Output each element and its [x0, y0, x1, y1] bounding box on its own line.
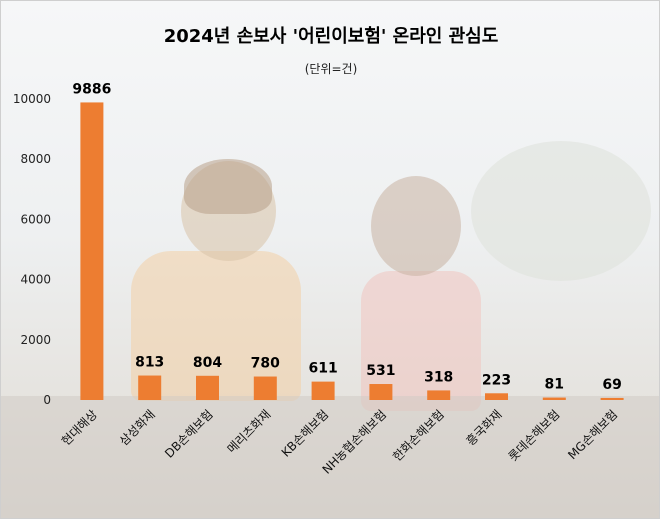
- data-label: 81: [545, 377, 564, 393]
- y-tick-label: 2000: [20, 333, 51, 347]
- data-label: 813: [135, 355, 164, 371]
- bar: [369, 384, 393, 400]
- data-label: 531: [366, 363, 395, 379]
- data-labels: 9886 813 804 780 611 531 318 223 81 69: [72, 81, 621, 392]
- bars: [80, 102, 624, 400]
- y-tick-label: 10000: [13, 92, 51, 106]
- x-tick-label: 메리츠화재: [224, 407, 273, 456]
- background-boy-hair: [184, 159, 272, 214]
- x-tick-label: 한화손해보험: [390, 407, 447, 464]
- x-tick-label: 현대해상: [59, 407, 100, 448]
- y-tick-label: 4000: [20, 273, 51, 287]
- bar: [138, 375, 162, 400]
- bar: [80, 102, 104, 400]
- data-label: 9886: [72, 81, 111, 97]
- bar: [196, 375, 219, 400]
- bar: [542, 397, 566, 400]
- data-label: 318: [424, 369, 453, 385]
- data-label: 611: [308, 361, 337, 377]
- bar: [427, 390, 451, 400]
- y-tick-label: 6000: [20, 212, 51, 226]
- x-tick-label: 롯데손해보험: [506, 407, 563, 464]
- y-tick-label: 8000: [20, 152, 51, 166]
- x-tick-label: KB손해보험: [279, 407, 332, 460]
- data-label: 780: [251, 356, 280, 372]
- bar: [600, 397, 624, 400]
- y-axis: 0 2000 4000 6000 8000 10000: [13, 92, 51, 407]
- data-label: 804: [193, 355, 222, 371]
- x-tick-label: DB손해보험: [162, 407, 215, 460]
- chart-title: 2024년 손보사 '어린이보험' 온라인 관심도: [164, 25, 499, 47]
- x-tick-label: 흥국화재: [463, 407, 504, 448]
- bar: [253, 376, 277, 400]
- bar: [485, 393, 508, 400]
- data-label: 69: [602, 377, 621, 393]
- x-tick-label: MG손해보험: [565, 407, 620, 462]
- y-tick-label: 0: [43, 393, 51, 407]
- bar: [311, 381, 335, 400]
- x-tick-label: 삼성화재: [117, 407, 158, 448]
- background-girl-head: [371, 176, 461, 276]
- chart-subtitle: (단위=건): [305, 62, 358, 76]
- data-label: 223: [482, 372, 511, 388]
- background-tree: [471, 141, 651, 281]
- background-wall: [1, 396, 659, 518]
